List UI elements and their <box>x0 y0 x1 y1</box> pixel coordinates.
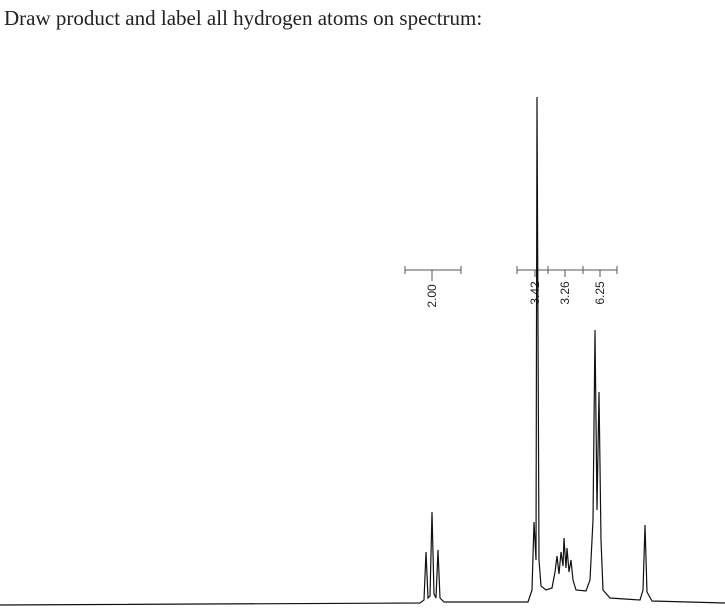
spectrum <box>0 96 725 606</box>
integration-brackets <box>404 266 618 281</box>
integration-label: 2.00 <box>425 284 439 308</box>
integration-label: 3.26 <box>558 281 572 305</box>
integration-label: 3.42 <box>528 281 542 305</box>
title: Draw product and label all hydrogen atom… <box>4 6 482 30</box>
integration-label: 6.25 <box>593 281 607 305</box>
